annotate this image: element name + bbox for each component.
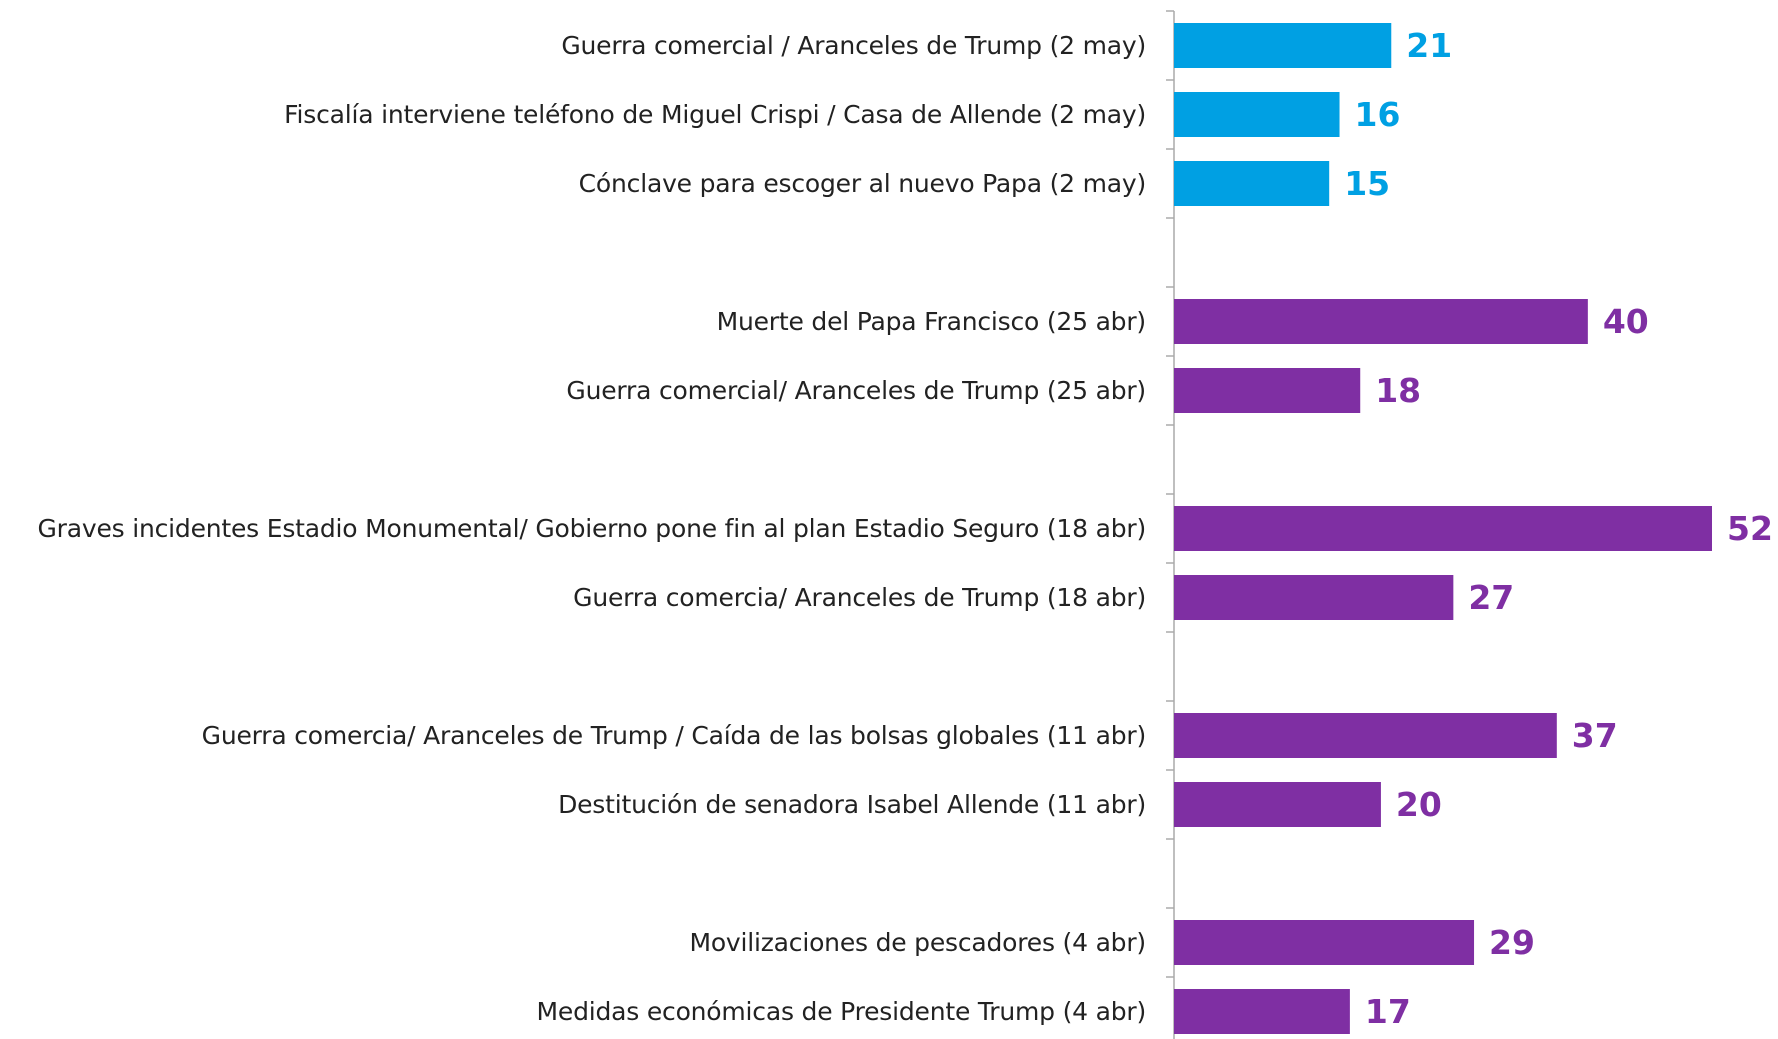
category-label: Fiscalía interviene teléfono de Miguel C… — [284, 99, 1146, 129]
bar — [1174, 299, 1588, 344]
bar — [1174, 713, 1557, 758]
category-label: Movilizaciones de pescadores (4 abr) — [689, 927, 1146, 957]
bar — [1174, 368, 1361, 413]
category-label: Guerra comercial / Aranceles de Trump (2… — [561, 30, 1146, 60]
category-label: Guerra comercial/ Aranceles de Trump (25… — [566, 375, 1146, 405]
bar — [1174, 575, 1454, 620]
value-label: 15 — [1344, 164, 1390, 203]
value-label: 29 — [1489, 923, 1535, 962]
value-label: 18 — [1375, 371, 1421, 410]
bar — [1174, 506, 1712, 551]
value-label: 21 — [1406, 26, 1452, 65]
value-label: 40 — [1603, 302, 1649, 341]
category-label: Medidas económicas de Presidente Trump (… — [536, 996, 1147, 1026]
bar — [1174, 161, 1330, 206]
category-label: Destitución de senadora Isabel Allende (… — [558, 789, 1146, 819]
value-label: 20 — [1396, 785, 1442, 824]
category-label: Guerra comercia/ Aranceles de Trump (18 … — [573, 582, 1146, 612]
value-label: 17 — [1365, 992, 1411, 1031]
bar — [1174, 92, 1340, 137]
bar — [1174, 920, 1475, 965]
value-label: 52 — [1727, 509, 1773, 548]
bar — [1174, 23, 1392, 68]
bar — [1174, 782, 1381, 827]
bar — [1174, 989, 1350, 1034]
value-label: 16 — [1355, 95, 1401, 134]
category-label: Muerte del Papa Francisco (25 abr) — [716, 306, 1147, 336]
value-label: 37 — [1572, 716, 1618, 755]
category-label: Cónclave para escoger al nuevo Papa (2 m… — [578, 168, 1147, 198]
value-label: 27 — [1468, 578, 1514, 617]
category-label: Graves incidentes Estadio Monumental/ Go… — [37, 513, 1147, 543]
category-label: Guerra comercia/ Aranceles de Trump / Ca… — [201, 720, 1147, 750]
